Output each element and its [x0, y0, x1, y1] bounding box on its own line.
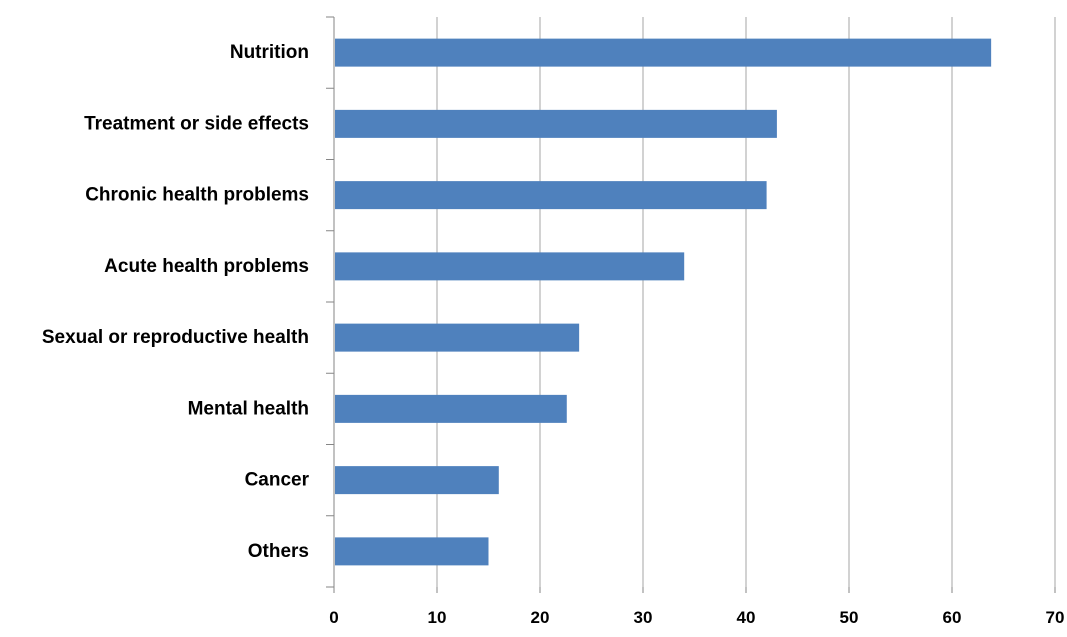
- x-tick-label: 20: [531, 608, 550, 627]
- category-label: Cancer: [245, 470, 310, 491]
- category-label: Sexual or reproductive health: [42, 327, 309, 348]
- bar: [335, 537, 489, 566]
- x-tick-label: 50: [840, 608, 859, 627]
- bar: [335, 394, 567, 423]
- bar: [335, 181, 767, 210]
- bar: [335, 323, 580, 352]
- bar: [335, 38, 992, 67]
- x-tick-label: 40: [737, 608, 756, 627]
- x-tick-label: 70: [1046, 608, 1065, 627]
- bar: [335, 466, 499, 495]
- category-label: Treatment or side effects: [84, 113, 309, 134]
- category-label: Others: [248, 541, 309, 562]
- x-tick-label: 30: [634, 608, 653, 627]
- bar: [335, 109, 777, 138]
- category-label: Mental health: [188, 398, 309, 419]
- category-label: Acute health problems: [104, 256, 309, 277]
- x-tick-label: 10: [428, 608, 447, 627]
- category-label: Nutrition: [230, 42, 309, 63]
- x-tick-label: 0: [329, 608, 338, 627]
- bar: [335, 252, 685, 281]
- category-label: Chronic health problems: [85, 185, 309, 206]
- x-tick-label: 60: [943, 608, 962, 627]
